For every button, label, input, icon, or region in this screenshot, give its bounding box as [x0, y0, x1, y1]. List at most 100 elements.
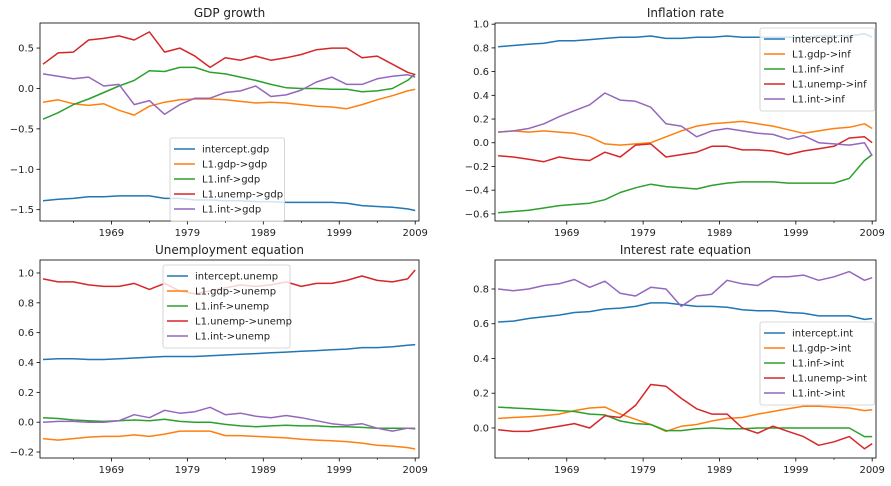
legend-label: intercept.gdp: [202, 145, 269, 156]
legend-label: L1.gdp->int: [792, 344, 851, 355]
series-line-L1.int->gdp: [42, 73, 416, 116]
y-tick-label: −1.0: [10, 165, 34, 176]
y-tick-label: 0.2: [473, 115, 489, 126]
x-tick-label: 1979: [630, 228, 655, 239]
legend-box: [759, 321, 875, 406]
y-tick-label: 0.2: [18, 388, 34, 399]
legend: intercept.gdp L1.gdp->gdp L1.inf->gdp L1.un…: [169, 137, 285, 222]
x-tick-label: 1999: [327, 228, 352, 239]
x-tick-label: 1989: [251, 228, 276, 239]
series-line-L1.gdp->int: [498, 405, 873, 433]
series-line-L1.unemp->gdp: [42, 31, 416, 76]
y-tick-label: 0.6: [18, 328, 34, 339]
subplot-1: GDP growth 1969 1979 1989 1999 2009 0.5 0.0 −0.5…: [10, 6, 428, 239]
legend-label: L1.unemp->int: [792, 374, 867, 385]
y-tick-label: 0.0: [18, 84, 34, 95]
series-line-intercept.int: [498, 302, 873, 323]
y-tick-label: −1.5: [10, 205, 34, 216]
subplot-2: Inflation rate 1969 1979 1989 1999 2009 1.0 0.8…: [465, 6, 885, 239]
x-tick-label: 1989: [707, 228, 732, 239]
series-line-L1.unemp->int: [498, 383, 873, 450]
y-tick-label: 0.8: [473, 285, 489, 296]
y-tick-label: 0.6: [473, 319, 489, 330]
y-tick-label: 0.0: [18, 418, 34, 429]
x-tick-label: 2009: [402, 465, 427, 476]
series-line-L1.int->inf: [498, 92, 873, 157]
x-tick-label: 1979: [630, 465, 655, 476]
chart-title: GDP growth: [194, 6, 265, 20]
chart-title: Interest rate equation: [620, 243, 751, 257]
x-tick-label: 1989: [707, 465, 732, 476]
axes-frame: [39, 259, 420, 459]
legend-label: L1.gdp->inf: [792, 50, 851, 61]
legend-label: intercept.inf: [792, 35, 853, 46]
x-tick-label: 1969: [554, 228, 579, 239]
y-tick-label: 0.0: [473, 423, 489, 434]
x-tick-label: 1969: [554, 465, 579, 476]
x-tick-label: 1969: [99, 228, 124, 239]
legend: intercept.inf L1.gdp->inf L1.inf->inf L1.un…: [759, 27, 875, 112]
y-tick-label: 0.4: [473, 91, 489, 102]
legend-label: L1.int->inf: [792, 95, 845, 106]
series-line-L1.gdp->gdp: [42, 88, 416, 116]
y-tick-label: 0.4: [18, 358, 34, 369]
y-tick-label: 0.6: [473, 67, 489, 78]
series-line-L1.inf->int: [498, 406, 873, 438]
legend-label: L1.gdp->unemp: [195, 287, 276, 298]
legend-label: L1.int->gdp: [202, 205, 261, 216]
x-tick-label: 1999: [327, 465, 352, 476]
series-line-L1.inf->gdp: [42, 66, 416, 120]
x-tick-label: 1969: [99, 465, 124, 476]
legend-box: [169, 137, 285, 222]
series-line-L1.gdp->inf: [498, 120, 873, 146]
subplot-4: Interest rate equation 1969 1979 1989 1999 20…: [473, 243, 885, 476]
x-tick-label: 1999: [783, 465, 808, 476]
chart-title: Inflation rate: [647, 6, 724, 20]
subplot-3: Unemployment equation 1969 1979 1989 1999 200…: [10, 243, 428, 476]
y-tick-label: 0.0: [473, 138, 489, 149]
y-tick-label: 0.2: [473, 389, 489, 400]
legend-label: L1.inf->gdp: [202, 175, 260, 186]
y-tick-label: 0.5: [18, 44, 34, 55]
series-group: [42, 31, 416, 212]
legend-box: [162, 264, 291, 349]
x-tick-label: 1999: [783, 228, 808, 239]
legend-label: L1.unemp->unemp: [195, 317, 292, 328]
axes-frame: [494, 22, 877, 222]
legend: intercept.unemp L1.gdp->unemp L1.inf->unem…: [162, 264, 292, 349]
x-tick-label: 1989: [251, 465, 276, 476]
y-tick-label: −0.6: [465, 209, 489, 220]
y-tick-label: 1.0: [18, 268, 34, 279]
chart-title: Unemployment equation: [155, 243, 304, 257]
y-tick-label: 0.8: [473, 43, 489, 54]
series-line-L1.int->int: [498, 270, 873, 308]
series-line-intercept.unemp: [42, 343, 416, 361]
legend: intercept.int L1.gdp->int L1.inf->int L1.un…: [759, 321, 875, 406]
legend-label: L1.int->unemp: [195, 332, 270, 343]
y-tick-label: 1.0: [473, 20, 489, 31]
legend-label: L1.unemp->gdp: [202, 190, 283, 201]
legend-label: L1.inf->int: [792, 359, 844, 370]
legend-label: intercept.int: [792, 329, 853, 340]
x-tick-label: 2009: [859, 465, 884, 476]
y-tick-label: −0.4: [465, 186, 489, 197]
y-tick-label: 0.8: [18, 298, 34, 309]
x-tick-label: 2009: [402, 228, 427, 239]
x-tick-label: 1979: [175, 465, 200, 476]
series-line-L1.inf->inf: [498, 154, 873, 214]
y-tick-label: −0.2: [465, 162, 489, 173]
legend-label: L1.inf->inf: [792, 65, 844, 76]
y-tick-label: −0.5: [10, 124, 34, 135]
y-tick-label: 0.4: [473, 354, 489, 365]
legend-label: intercept.unemp: [195, 272, 278, 283]
legend-label: L1.gdp->gdp: [202, 160, 267, 171]
x-tick-label: 2009: [859, 228, 884, 239]
series-line-L1.int->unemp: [42, 406, 416, 432]
legend-label: L1.unemp->inf: [792, 80, 867, 91]
x-tick-label: 1979: [175, 228, 200, 239]
legend-box: [759, 27, 875, 112]
legend-label: L1.inf->unemp: [195, 302, 269, 313]
legend-label: L1.int->int: [792, 389, 845, 400]
series-line-L1.gdp->unemp: [42, 430, 416, 450]
